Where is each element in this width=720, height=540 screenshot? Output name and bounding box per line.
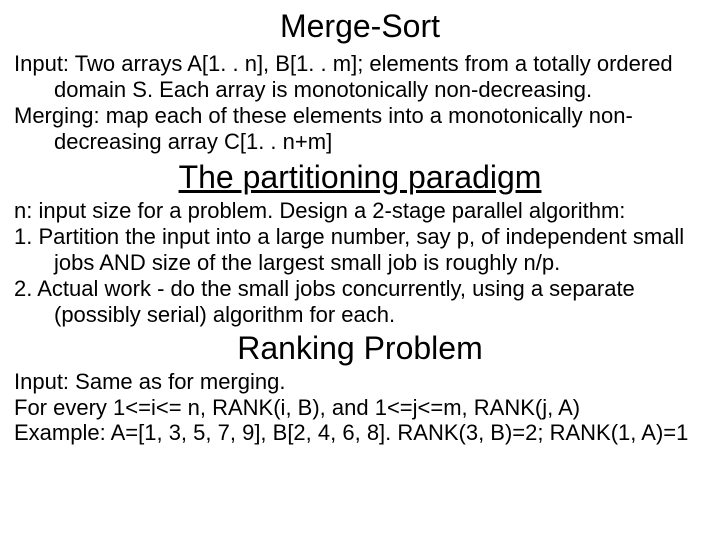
mergesort-block: Input: Two arrays A[1. . n], B[1. . m]; …	[14, 51, 706, 155]
title-merge-sort: Merge-Sort	[14, 8, 706, 45]
ranking-example: Example: A=[1, 3, 5, 7, 9], B[2, 4, 6, 8…	[14, 420, 706, 446]
slide-container: Merge-Sort Input: Two arrays A[1. . n], …	[0, 0, 720, 540]
title-partitioning: The partitioning paradigm	[14, 159, 706, 196]
ranking-input: Input: Same as for merging.	[14, 369, 706, 395]
partitioning-step2: 2. Actual work - do the small jobs concu…	[14, 276, 706, 328]
partitioning-block: n: input size for a problem. Design a 2-…	[14, 198, 706, 328]
title-ranking: Ranking Problem	[14, 330, 706, 367]
ranking-defn: For every 1<=i<= n, RANK(i, B), and 1<=j…	[14, 395, 706, 421]
mergesort-input: Input: Two arrays A[1. . n], B[1. . m]; …	[14, 51, 706, 103]
ranking-block: Input: Same as for merging. For every 1<…	[14, 369, 706, 447]
mergesort-merging: Merging: map each of these elements into…	[14, 103, 706, 155]
partitioning-step1: 1. Partition the input into a large numb…	[14, 224, 706, 276]
partitioning-intro: n: input size for a problem. Design a 2-…	[14, 198, 706, 224]
